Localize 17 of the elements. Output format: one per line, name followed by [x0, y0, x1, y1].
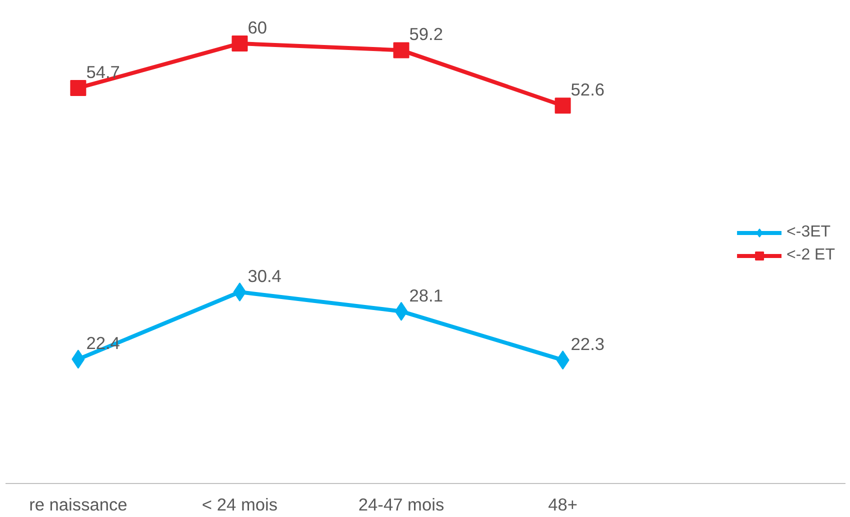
point: [554, 98, 571, 114]
x-tick-label: 48+: [548, 494, 578, 514]
legend-label: <-3ET: [786, 224, 831, 242]
x-tick-label: < 24 mois: [202, 494, 278, 514]
data-label: 59.2: [409, 24, 444, 44]
x-tick-label: 24-47 mois: [358, 494, 444, 514]
data-label: 28.1: [409, 285, 444, 306]
legend-label: <-2 ET: [786, 246, 835, 264]
x-tick-label: re naissance: [29, 494, 128, 514]
data-label: 54.7: [86, 62, 120, 82]
point: [232, 35, 248, 52]
data-label: 22.3: [570, 334, 605, 354]
point: [70, 80, 86, 96]
point: [393, 42, 410, 58]
data-label: 52.6: [570, 80, 605, 100]
data-label: 60: [248, 17, 268, 38]
data-label: 30.4: [248, 266, 282, 286]
